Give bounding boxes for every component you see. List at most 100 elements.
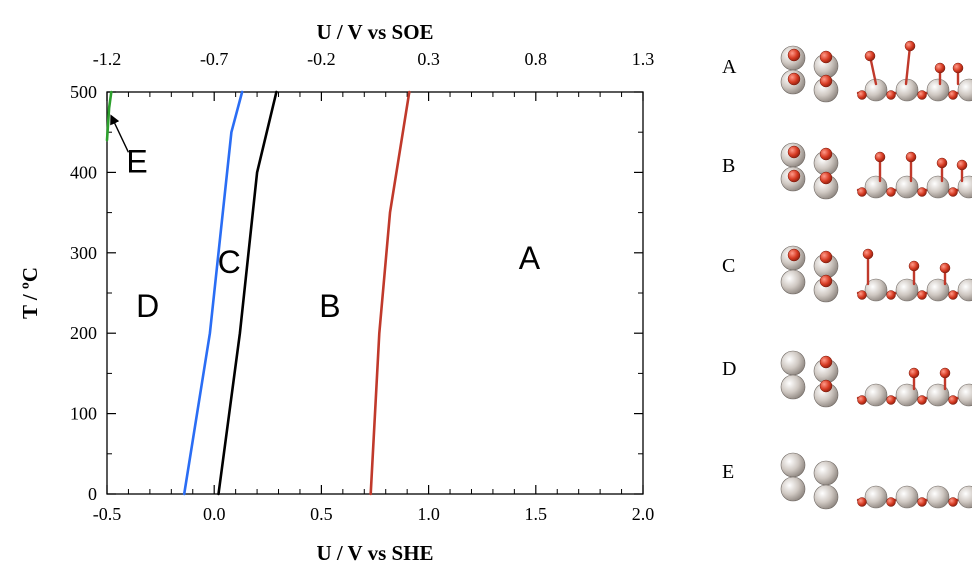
y-tick-label: 0 — [88, 484, 97, 504]
boundary-line-3 — [105, 90, 113, 142]
oxygen-atom — [917, 290, 927, 300]
oxygen-atom — [908, 367, 920, 379]
oxygen-atom — [787, 145, 801, 159]
structure-row-b — [780, 142, 972, 200]
x-tick-label-bottom: -0.5 — [93, 504, 122, 524]
oxygen-atom — [917, 395, 927, 405]
x-tick-label-top: 0.8 — [525, 49, 548, 69]
y-tick-label: 200 — [70, 323, 97, 343]
oxygen-atom — [862, 248, 874, 260]
oxygen-atom — [917, 187, 927, 197]
oxygen-atom — [886, 497, 896, 507]
oxygen-atom — [948, 290, 958, 300]
surface-atom — [864, 278, 888, 302]
surface-atom — [926, 278, 950, 302]
x-tick-label-bottom: 1.0 — [417, 504, 440, 524]
structure-row-d — [780, 350, 972, 408]
surface-atom — [780, 476, 806, 502]
oxygen-atom — [948, 187, 958, 197]
oxygen-atom — [819, 171, 833, 185]
surface-atom — [895, 175, 919, 199]
oxygen-atom — [819, 147, 833, 161]
oxygen-atom — [787, 248, 801, 262]
x-tick-label-bottom: 1.5 — [525, 504, 548, 524]
oxygen-atom — [864, 50, 876, 62]
x-tick-label-bottom: 0.5 — [310, 504, 333, 524]
structure-label-d: D — [722, 358, 736, 380]
surface-atom — [780, 374, 806, 400]
oxygen-atom — [886, 395, 896, 405]
oxygen-atom — [787, 72, 801, 86]
oxygen-atom — [886, 90, 896, 100]
oxygen-atom — [939, 367, 951, 379]
y-tick-label: 100 — [70, 404, 97, 424]
boundary-line-0 — [182, 90, 244, 496]
oxygen-atom — [939, 262, 951, 274]
oxygen-atom — [819, 274, 833, 288]
surface-atom — [957, 175, 972, 199]
x-tick-label-top: -1.2 — [93, 49, 122, 69]
surface-atom — [926, 78, 950, 102]
oxygen-atom — [886, 187, 896, 197]
oxygen-atom — [819, 355, 833, 369]
oxygen-atom — [917, 497, 927, 507]
oxygen-atom — [936, 157, 948, 169]
structure-label-e: E — [722, 461, 734, 483]
structure-row-a — [780, 40, 972, 103]
oxygen-atom — [787, 169, 801, 183]
x-axis-title-bottom: U / V vs SHE — [316, 541, 433, 565]
oxygen-atom — [819, 50, 833, 64]
region-label-b: B — [319, 288, 340, 324]
oxygen-atom — [857, 395, 867, 405]
structure-row-e — [780, 452, 972, 510]
x-tick-label-top: 1.3 — [632, 49, 655, 69]
y-tick-label: 500 — [70, 82, 97, 102]
surface-atom — [957, 78, 972, 102]
surface-atom — [895, 278, 919, 302]
surface-atom — [813, 484, 839, 510]
x-tick-label-top: 0.3 — [417, 49, 440, 69]
structure-label-c: C — [722, 255, 735, 277]
surface-atom — [780, 350, 806, 376]
surface-atom — [926, 383, 950, 407]
surface-atom — [895, 383, 919, 407]
region-label-e: E — [126, 143, 147, 179]
oxygen-atom — [819, 379, 833, 393]
region-label-d: D — [136, 288, 159, 324]
y-axis-title: T / ºC — [18, 267, 42, 319]
oxygen-atom — [952, 62, 964, 74]
oxygen-atom — [857, 187, 867, 197]
oxygen-atom — [908, 260, 920, 272]
oxygen-atom — [874, 151, 886, 163]
surface-atom — [864, 175, 888, 199]
surface-atom — [780, 269, 806, 295]
annotation-arrow-to-e — [110, 114, 130, 153]
surface-atom — [957, 278, 972, 302]
oxygen-atom — [819, 250, 833, 264]
y-tick-label: 400 — [70, 162, 97, 182]
oxygen-atom — [886, 290, 896, 300]
oxygen-atom — [787, 48, 801, 62]
oxygen-atom — [956, 159, 968, 171]
boundary-line-1 — [217, 90, 278, 496]
boundary-line-2 — [369, 90, 411, 496]
surface-atom — [864, 485, 888, 509]
oxygen-atom — [857, 90, 867, 100]
x-axis-title-top: U / V vs SOE — [316, 20, 433, 44]
oxygen-atom — [904, 40, 916, 52]
oxygen-atom — [948, 395, 958, 405]
x-tick-label-top: -0.2 — [307, 49, 336, 69]
surface-atom — [813, 460, 839, 486]
structure-label-b: B — [722, 155, 735, 177]
region-label-a: A — [519, 240, 541, 276]
region-label-c: C — [218, 244, 241, 280]
surface-atom — [895, 485, 919, 509]
oxygen-atom — [819, 74, 833, 88]
structure-label-a: A — [722, 56, 737, 78]
oxygen-atom — [857, 497, 867, 507]
surface-atom — [957, 383, 972, 407]
surface-atom — [780, 452, 806, 478]
x-tick-label-bottom: 2.0 — [632, 504, 655, 524]
bond-line — [904, 44, 912, 86]
